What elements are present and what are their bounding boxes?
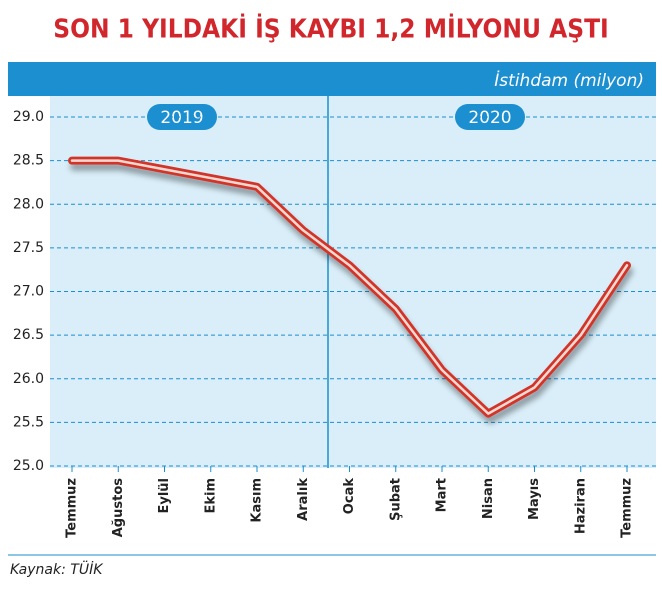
header-band (8, 62, 656, 96)
y-tick-label: 27.5 (13, 240, 44, 256)
y-tick-label: 25.5 (13, 414, 44, 430)
x-tick-label: Mart (435, 478, 450, 512)
x-tick-label: Mayıs (527, 478, 542, 520)
y-tick-label: 25.0 (13, 458, 44, 474)
x-tick-label: Temmuz (620, 478, 635, 538)
x-tick-label: Ağustos (111, 478, 126, 538)
x-tick-label: Aralık (296, 478, 311, 521)
year-pill (455, 104, 525, 130)
x-tick-label: Şubat (388, 478, 403, 521)
y-tick-label: 26.0 (13, 371, 44, 387)
year-pill (147, 104, 217, 130)
x-tick-label: Nisan (481, 478, 496, 519)
x-tick-label: Temmuz (65, 478, 80, 538)
y-axis-label: İstihdam (milyon) (494, 70, 644, 91)
x-tick-label: Haziran (573, 478, 588, 534)
y-tick-label: 28.5 (13, 153, 44, 169)
x-tick-label: Ekim (203, 478, 218, 514)
y-tick-label: 26.5 (13, 327, 44, 343)
chart-title: SON 1 YILDAKİ İŞ KAYBI 1,2 MİLYONU AŞTI (53, 13, 609, 45)
x-tick-label: Kasım (250, 478, 265, 523)
y-tick-label: 27.0 (13, 284, 44, 300)
x-tick-label: Eylül (157, 478, 172, 514)
y-tick-label: 29.0 (13, 109, 44, 125)
source: Kaynak: TÜİK (10, 560, 104, 578)
year-label: 2020 (468, 108, 511, 128)
y-tick-label: 28.0 (13, 196, 44, 212)
year-label: 2019 (160, 108, 203, 128)
plot-area (50, 96, 656, 468)
x-tick-label: Ocak (342, 478, 357, 515)
line-highlight (70, 159, 629, 415)
